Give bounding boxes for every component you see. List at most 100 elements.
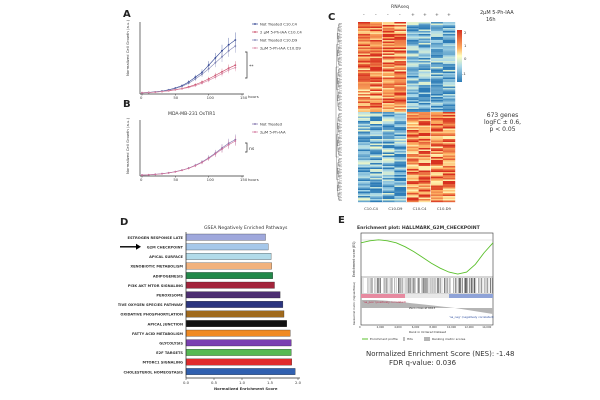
- heatmap-cell: [430, 185, 444, 188]
- heatmap-cell: [406, 58, 419, 60]
- heatmap-cell: [418, 41, 431, 44]
- legend-label: 2μM 5-Ph-IAA: [260, 130, 286, 135]
- heatmap-cell: [430, 172, 444, 174]
- x-tick-label: 2.0: [295, 380, 302, 385]
- heatmap-cell: [442, 47, 456, 50]
- heatmap-cell: [382, 166, 395, 168]
- heatmap-cell: [394, 196, 407, 198]
- heatmap-cell: [370, 71, 383, 74]
- heatmap-cell: [442, 140, 456, 143]
- heatmap-cell: [418, 185, 431, 188]
- heatmap-cell: [382, 65, 395, 68]
- heatmap-cell: [382, 160, 395, 162]
- heatmap-cell: [358, 55, 371, 57]
- heatmap-cell: [418, 130, 431, 132]
- heatmap-cell: [442, 101, 456, 104]
- enrichment-legend: Enrichment profile Hits Ranking metric s…: [362, 337, 466, 341]
- heatmap-cell: [406, 77, 419, 80]
- heatmap-cell: [442, 148, 456, 150]
- heatmap-cell: [406, 125, 419, 128]
- heatmap-cell: [418, 163, 431, 165]
- heatmap-cell: [442, 44, 456, 47]
- dendrogram-branch: [338, 192, 342, 196]
- heatmap-cell: [358, 32, 371, 35]
- heatmap-cell: [406, 67, 419, 69]
- heatmap-cell: [442, 55, 456, 57]
- heatmap-cell: [430, 157, 444, 159]
- heatmap-cell: [358, 40, 371, 42]
- heatmap-cell: [382, 161, 395, 164]
- heatmap-cell: [430, 41, 444, 44]
- heatmap-cell: [442, 110, 456, 113]
- heatmap-cell: [394, 151, 407, 153]
- heatmap-cell: [358, 184, 371, 186]
- heatmap-cell: [358, 133, 371, 135]
- heatmap-cell: [442, 73, 456, 75]
- category-label: FATTY ACID METABOLISM: [132, 332, 183, 336]
- heatmap-cell: [418, 148, 431, 150]
- category-label: G2M CHECKPOINT: [147, 246, 184, 250]
- heatmap-cell: [370, 116, 383, 119]
- heatmap-cell: [442, 95, 456, 98]
- heatmap-cell: [358, 127, 371, 129]
- heatmap-cell: [394, 181, 407, 183]
- heatmap-cell: [430, 179, 444, 182]
- heatmap-cells: [358, 22, 456, 203]
- heatmap-cell: [430, 46, 444, 48]
- heatmap-cell: [382, 127, 395, 129]
- heatmap-cell: [358, 25, 371, 27]
- bar: [185, 301, 284, 308]
- heatmap-cell: [358, 163, 371, 165]
- heatmap-cell: [382, 103, 395, 105]
- heatmap-cell: [430, 58, 444, 60]
- heatmap-cell: [442, 173, 456, 176]
- dendrogram-branch: [338, 90, 342, 94]
- panel-label-d: D: [120, 217, 129, 228]
- heatmap-cell: [442, 131, 456, 134]
- heatmap-cell: [418, 142, 431, 144]
- heatmap-cell: [442, 74, 456, 77]
- series-line: [141, 64, 236, 94]
- heatmap-cell: [382, 64, 395, 66]
- heatmap-cell: [358, 76, 371, 78]
- heatmap-cell: [442, 85, 456, 87]
- heatmap-cell: [406, 113, 419, 116]
- heatmap-cell: [418, 197, 431, 200]
- heatmap-cell: [442, 79, 456, 81]
- heatmap-cell: [394, 101, 407, 104]
- legend-label: Ranking metric scores: [432, 337, 466, 341]
- heatmap-cell: [442, 157, 456, 159]
- heatmap-cell: [358, 178, 371, 180]
- rnaseq-heatmap: RNAseq - - - - + + + + C10.C4 C10.D9 C10.C4 C10.D9: [335, 4, 456, 211]
- bar: [185, 281, 275, 289]
- heatmap-cell: [382, 92, 395, 95]
- heatmap-cell: [382, 134, 395, 137]
- heatmap-cell: [442, 172, 456, 174]
- heatmap-cell: [370, 151, 383, 153]
- heatmap-cell: [358, 112, 371, 114]
- heatmap-cell: [406, 193, 419, 195]
- heatmap-cell: [430, 34, 444, 36]
- heatmap-cell: [370, 133, 383, 135]
- heatmap-cell: [358, 134, 371, 137]
- heatmap-cell: [430, 89, 444, 92]
- heatmap-cell: [418, 191, 431, 194]
- heatmap-cell: [382, 145, 395, 147]
- heatmap-cell: [418, 73, 431, 75]
- heatmap-cell: [394, 109, 407, 111]
- heatmap-cell: [358, 103, 371, 105]
- heatmap-cell: [394, 50, 407, 53]
- heatmap-cell: [430, 182, 444, 185]
- heatmap-cell: [382, 109, 395, 111]
- panel-label-a: A: [123, 9, 131, 20]
- heatmap-cell: [370, 97, 383, 99]
- heatmap-cell: [358, 122, 371, 125]
- heatmap-cell: [394, 41, 407, 44]
- heatmap-cell: [370, 83, 383, 86]
- heatmap-cell: [442, 94, 456, 96]
- dendrogram-branch: [338, 175, 342, 179]
- heatmap-cell: [406, 142, 419, 144]
- heatmap-cell: [382, 175, 395, 177]
- heatmap-cell: [418, 95, 431, 98]
- heatmap-cell: [430, 154, 444, 156]
